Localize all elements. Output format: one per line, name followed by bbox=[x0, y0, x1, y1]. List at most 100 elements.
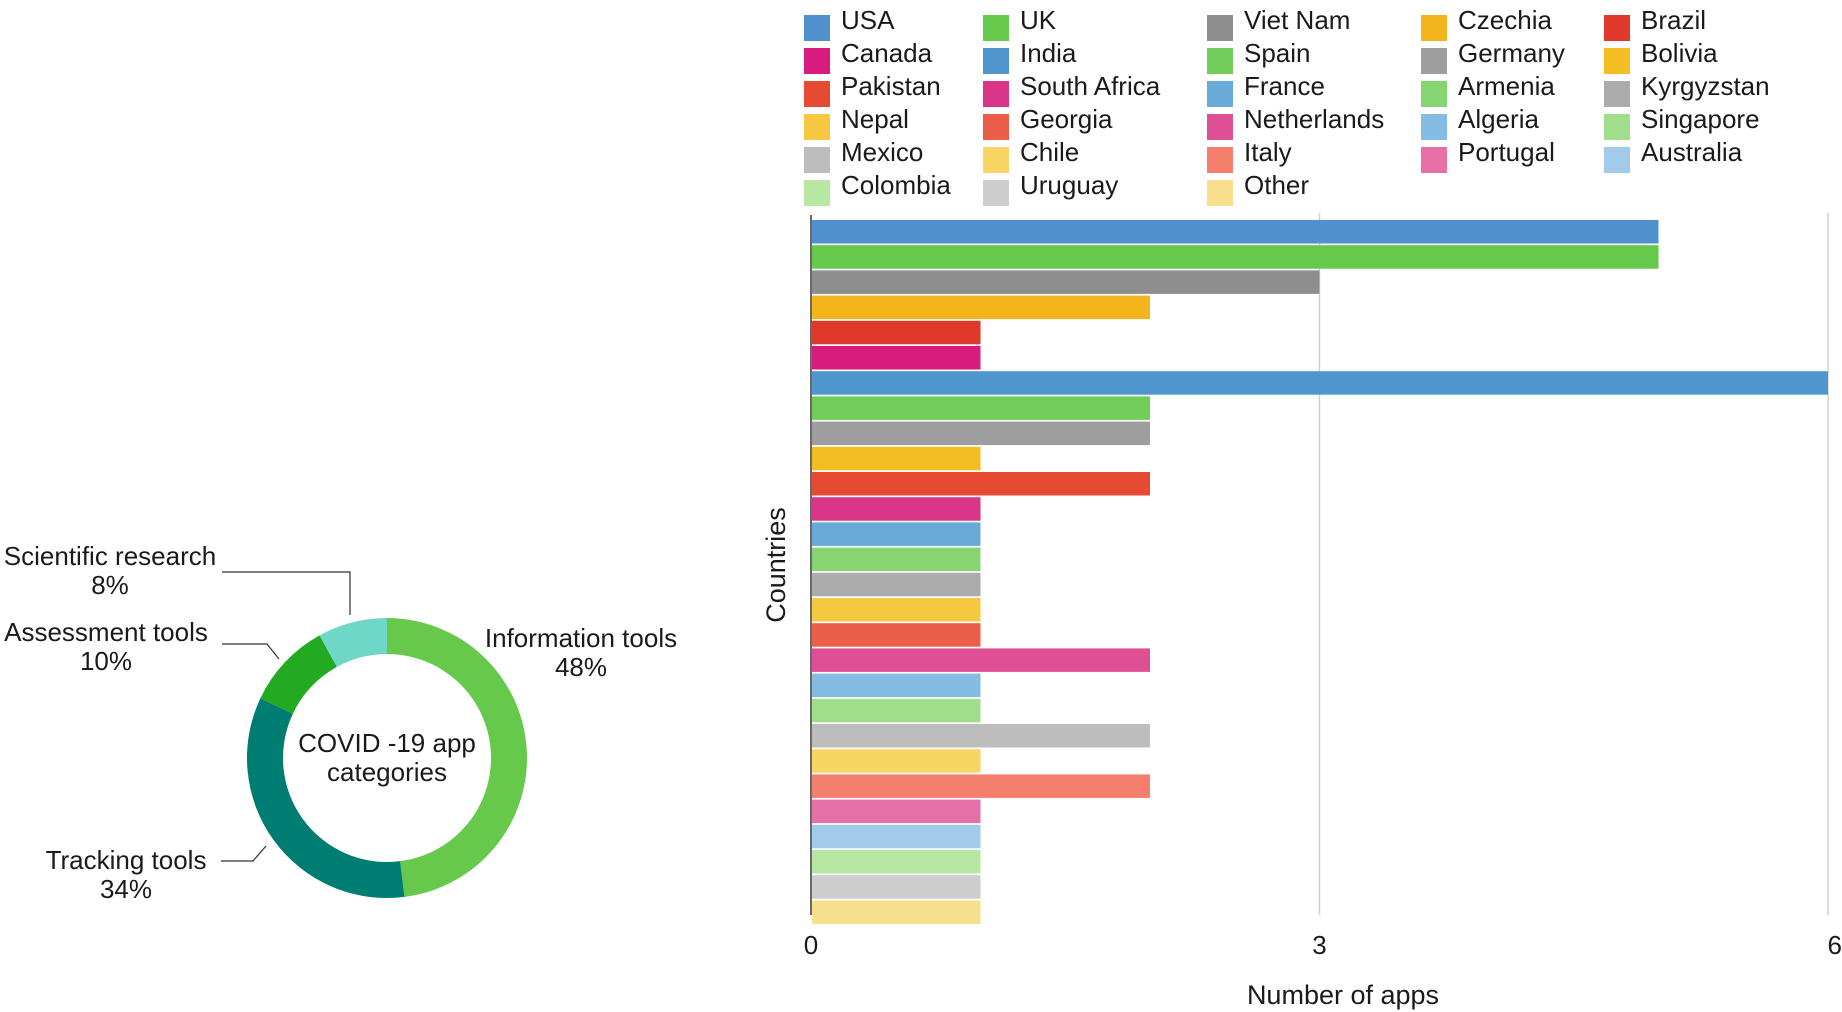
legend-swatch-singapore bbox=[1604, 114, 1630, 140]
bar-czechia bbox=[812, 295, 1150, 320]
legend-label-uk: UK bbox=[1020, 5, 1057, 35]
slice-label-scientific-research: Scientific research bbox=[4, 541, 216, 571]
bars bbox=[812, 220, 1828, 924]
legend-label-czechia: Czechia bbox=[1458, 5, 1552, 35]
legend-swatch-uk bbox=[983, 15, 1009, 41]
leader-line-assessment-tools bbox=[222, 643, 280, 660]
legend-label-mexico: Mexico bbox=[841, 137, 923, 167]
legend-swatch-france bbox=[1207, 81, 1233, 107]
slice-label-information-tools: Information tools bbox=[485, 623, 677, 653]
legend-swatch-algeria bbox=[1421, 114, 1447, 140]
legend-swatch-south-africa bbox=[983, 81, 1009, 107]
legend-label-bolivia: Bolivia bbox=[1641, 38, 1718, 68]
legend-swatch-canada bbox=[804, 48, 830, 74]
bar-georgia bbox=[812, 623, 981, 647]
bar-canada bbox=[812, 346, 981, 370]
legend-swatch-bolivia bbox=[1604, 48, 1630, 74]
bar-south-africa bbox=[812, 497, 981, 521]
legend-label-germany: Germany bbox=[1458, 38, 1565, 68]
legend-label-viet-nam: Viet Nam bbox=[1244, 5, 1350, 35]
legend-swatch-viet-nam bbox=[1207, 15, 1233, 41]
gridlines bbox=[1318, 213, 1829, 915]
slice-pct-tracking-tools: 34% bbox=[100, 874, 152, 904]
legend-swatch-uruguay bbox=[983, 180, 1009, 206]
legend-swatch-portugal bbox=[1421, 147, 1447, 173]
bar-other bbox=[812, 900, 981, 924]
legend-swatch-usa bbox=[804, 15, 830, 41]
donut-center-label-line-2: categories bbox=[327, 757, 447, 787]
bar-australia bbox=[812, 824, 981, 849]
legend-label-france: France bbox=[1244, 71, 1325, 101]
x-axis-label: Number of apps bbox=[1247, 980, 1439, 1010]
legend-swatch-australia bbox=[1604, 147, 1630, 173]
legend-label-uruguay: Uruguay bbox=[1020, 170, 1118, 200]
donut-slice-scientific-research bbox=[319, 618, 387, 667]
legend-label-netherlands: Netherlands bbox=[1244, 104, 1384, 134]
slice-pct-scientific-research: 8% bbox=[91, 570, 129, 600]
bar-mexico bbox=[812, 724, 1150, 748]
legend-swatch-netherlands bbox=[1207, 114, 1233, 140]
bar-bolivia bbox=[812, 446, 981, 471]
slice-label-assessment-tools: Assessment tools bbox=[4, 617, 208, 647]
legend-label-canada: Canada bbox=[841, 38, 933, 68]
bar-pakistan bbox=[812, 472, 1150, 496]
x-tick-labels: 0 3 6 bbox=[804, 930, 1842, 960]
bar-singapore bbox=[812, 698, 981, 723]
legend-swatch-brazil bbox=[1604, 15, 1630, 41]
donut-chart: COVID -19 app categories Scientific rese… bbox=[4, 541, 677, 904]
bar-portugal bbox=[812, 799, 981, 824]
donut-slice-assessment-tools bbox=[260, 635, 337, 714]
legend-swatch-mexico bbox=[804, 147, 830, 173]
legend-swatch-spain bbox=[1207, 48, 1233, 74]
legend-swatch-nepal bbox=[804, 114, 830, 140]
bar-viet-nam bbox=[812, 270, 1320, 294]
donut-slice-information-tools bbox=[387, 618, 528, 897]
bar-uruguay bbox=[812, 875, 981, 899]
x-tick-label-3: 3 bbox=[1312, 930, 1326, 960]
legend-label-usa: USA bbox=[841, 5, 895, 35]
slice-pct-information-tools: 48% bbox=[555, 652, 607, 682]
bar-armenia bbox=[812, 547, 981, 572]
legend-label-colombia: Colombia bbox=[841, 170, 951, 200]
legend-swatch-kyrgyzstan bbox=[1604, 81, 1630, 107]
legend-swatch-other bbox=[1207, 180, 1233, 206]
legend-label-singapore: Singapore bbox=[1641, 104, 1760, 134]
legend-swatch-armenia bbox=[1421, 81, 1447, 107]
slice-label-tracking-tools: Tracking tools bbox=[46, 845, 207, 875]
legend-label-spain: Spain bbox=[1244, 38, 1311, 68]
donut-center-label-line-1: COVID -19 app bbox=[298, 728, 476, 758]
legend-label-algeria: Algeria bbox=[1458, 104, 1539, 134]
legend-swatch-georgia bbox=[983, 114, 1009, 140]
y-axis-label: Countries bbox=[761, 507, 791, 623]
legend-label-other: Other bbox=[1244, 170, 1309, 200]
leader-line-scientific-research bbox=[222, 571, 351, 615]
legend-label-pakistan: Pakistan bbox=[841, 71, 941, 101]
legend-label-italy: Italy bbox=[1244, 137, 1292, 167]
bar-uk bbox=[812, 245, 1659, 269]
legend-label-india: India bbox=[1020, 38, 1077, 68]
slice-pct-assessment-tools: 10% bbox=[80, 646, 132, 676]
legend-swatch-pakistan bbox=[804, 81, 830, 107]
legend-label-brazil: Brazil bbox=[1641, 5, 1706, 35]
bar-india bbox=[812, 371, 1828, 395]
legend-swatch-czechia bbox=[1421, 15, 1447, 41]
legend-swatch-colombia bbox=[804, 180, 830, 206]
legend-label-georgia: Georgia bbox=[1020, 104, 1113, 134]
bar-chile bbox=[812, 749, 981, 773]
bar-france bbox=[812, 522, 981, 546]
legend-label-portugal: Portugal bbox=[1458, 137, 1555, 167]
bar-nepal bbox=[812, 598, 981, 622]
x-tick-label-6: 6 bbox=[1828, 930, 1842, 960]
bar-netherlands bbox=[812, 648, 1150, 672]
legend-label-australia: Australia bbox=[1641, 137, 1743, 167]
legend-swatch-india bbox=[983, 48, 1009, 74]
legend-label-south-africa: South Africa bbox=[1020, 71, 1161, 101]
leader-line-tracking-tools bbox=[221, 845, 267, 862]
bar-algeria bbox=[812, 673, 981, 698]
bar-brazil bbox=[812, 320, 981, 345]
x-tick-label-0: 0 bbox=[804, 930, 818, 960]
legend-swatch-italy bbox=[1207, 147, 1233, 173]
